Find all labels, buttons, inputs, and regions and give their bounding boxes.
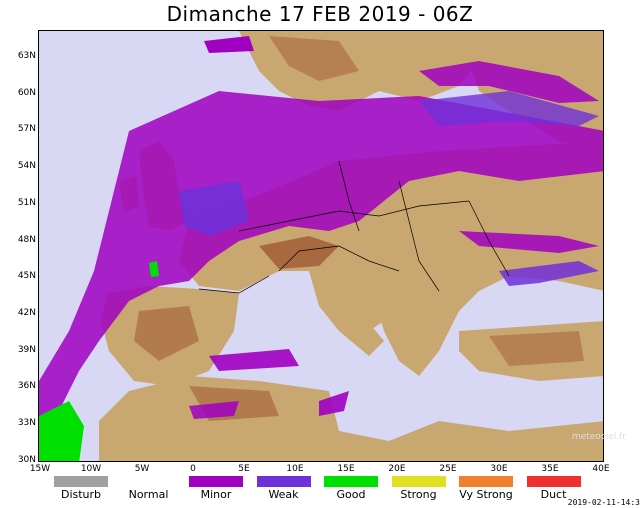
legend-swatch <box>189 476 243 487</box>
legend-swatch <box>256 476 311 487</box>
legend-swatch <box>324 476 378 487</box>
map-svg <box>39 31 603 461</box>
good-ducting-zone-biscay <box>149 261 159 277</box>
longitude-label: 15W <box>29 464 51 474</box>
longitude-label: 30E <box>490 464 508 474</box>
latitude-label: 63N <box>17 51 36 61</box>
longitude-label: 5E <box>238 464 250 474</box>
minor-ducting-zone-algeria <box>189 401 239 419</box>
minor-ducting-zone <box>39 91 603 451</box>
legend-swatch <box>121 476 176 487</box>
longitude-label: 5W <box>134 464 150 474</box>
minor-ducting-zone-east <box>459 231 599 253</box>
latitude-label: 39N <box>17 344 36 355</box>
latitude-label: 48N <box>17 234 36 245</box>
latitude-label: 45N <box>17 271 36 282</box>
longitude-label: 0 <box>190 464 196 474</box>
longitude-label: 25E <box>439 464 457 474</box>
minor-ducting-zone-north <box>204 36 254 53</box>
legend-label: Duct <box>540 488 567 501</box>
latitude-label: 51N <box>17 197 36 208</box>
anatolia-mountains <box>489 331 584 366</box>
good-ducting-zone-atlantic <box>39 401 84 461</box>
latitude-label: 42N <box>17 307 36 318</box>
longitude-label: 35E <box>541 464 559 474</box>
legend-swatch <box>526 476 581 487</box>
legend-label: Good <box>336 488 366 501</box>
legend-swatch <box>459 476 513 487</box>
legend-label: Weak <box>268 488 299 501</box>
weak-ducting-zone-black-sea <box>499 261 599 286</box>
longitude-label: 40E <box>592 464 610 474</box>
latitude-label: 36N <box>17 381 36 392</box>
timestamp: 2019-02-11-14:3 <box>567 498 640 507</box>
legend-label: Strong <box>400 488 437 501</box>
balkans-land <box>369 281 459 376</box>
credit-watermark: meteociel.fr <box>571 432 626 442</box>
country-borders <box>198 160 510 294</box>
iberia-mountains <box>134 306 199 361</box>
legend-label: Vy Strong <box>459 488 513 501</box>
minor-ducting-zone-tunisia <box>319 391 349 416</box>
longitude-label: 15E <box>337 464 355 474</box>
legend-label: Normal <box>128 488 169 501</box>
legend-swatch <box>391 476 446 487</box>
weak-ducting-zone-north-sea <box>179 181 249 236</box>
legend-label: Minor <box>200 488 232 501</box>
map-canvas[interactable] <box>38 30 604 462</box>
map-title: Dimanche 17 FEB 2019 - 06Z <box>166 2 474 26</box>
longitude-label: 10E <box>286 464 304 474</box>
latitude-label: 33N <box>17 418 36 428</box>
italy-land <box>309 271 384 356</box>
latitude-label: 57N <box>17 124 36 135</box>
legend-swatch <box>54 476 108 487</box>
latitude-label: 30N <box>17 454 36 465</box>
minor-ducting-zone-baltic <box>419 61 599 103</box>
longitude-label: 10W <box>80 464 102 474</box>
minor-ducting-zone-mediterranean <box>209 349 299 371</box>
latitude-label: 60N <box>17 87 36 98</box>
weak-ducting-zone-baltic <box>419 91 599 126</box>
longitude-label: 20E <box>388 464 406 474</box>
alps-mountains <box>259 236 339 269</box>
legend-label: Disturb <box>60 488 102 501</box>
scandinavia-mountains <box>269 36 359 81</box>
latitude-label: 54N <box>17 161 36 172</box>
